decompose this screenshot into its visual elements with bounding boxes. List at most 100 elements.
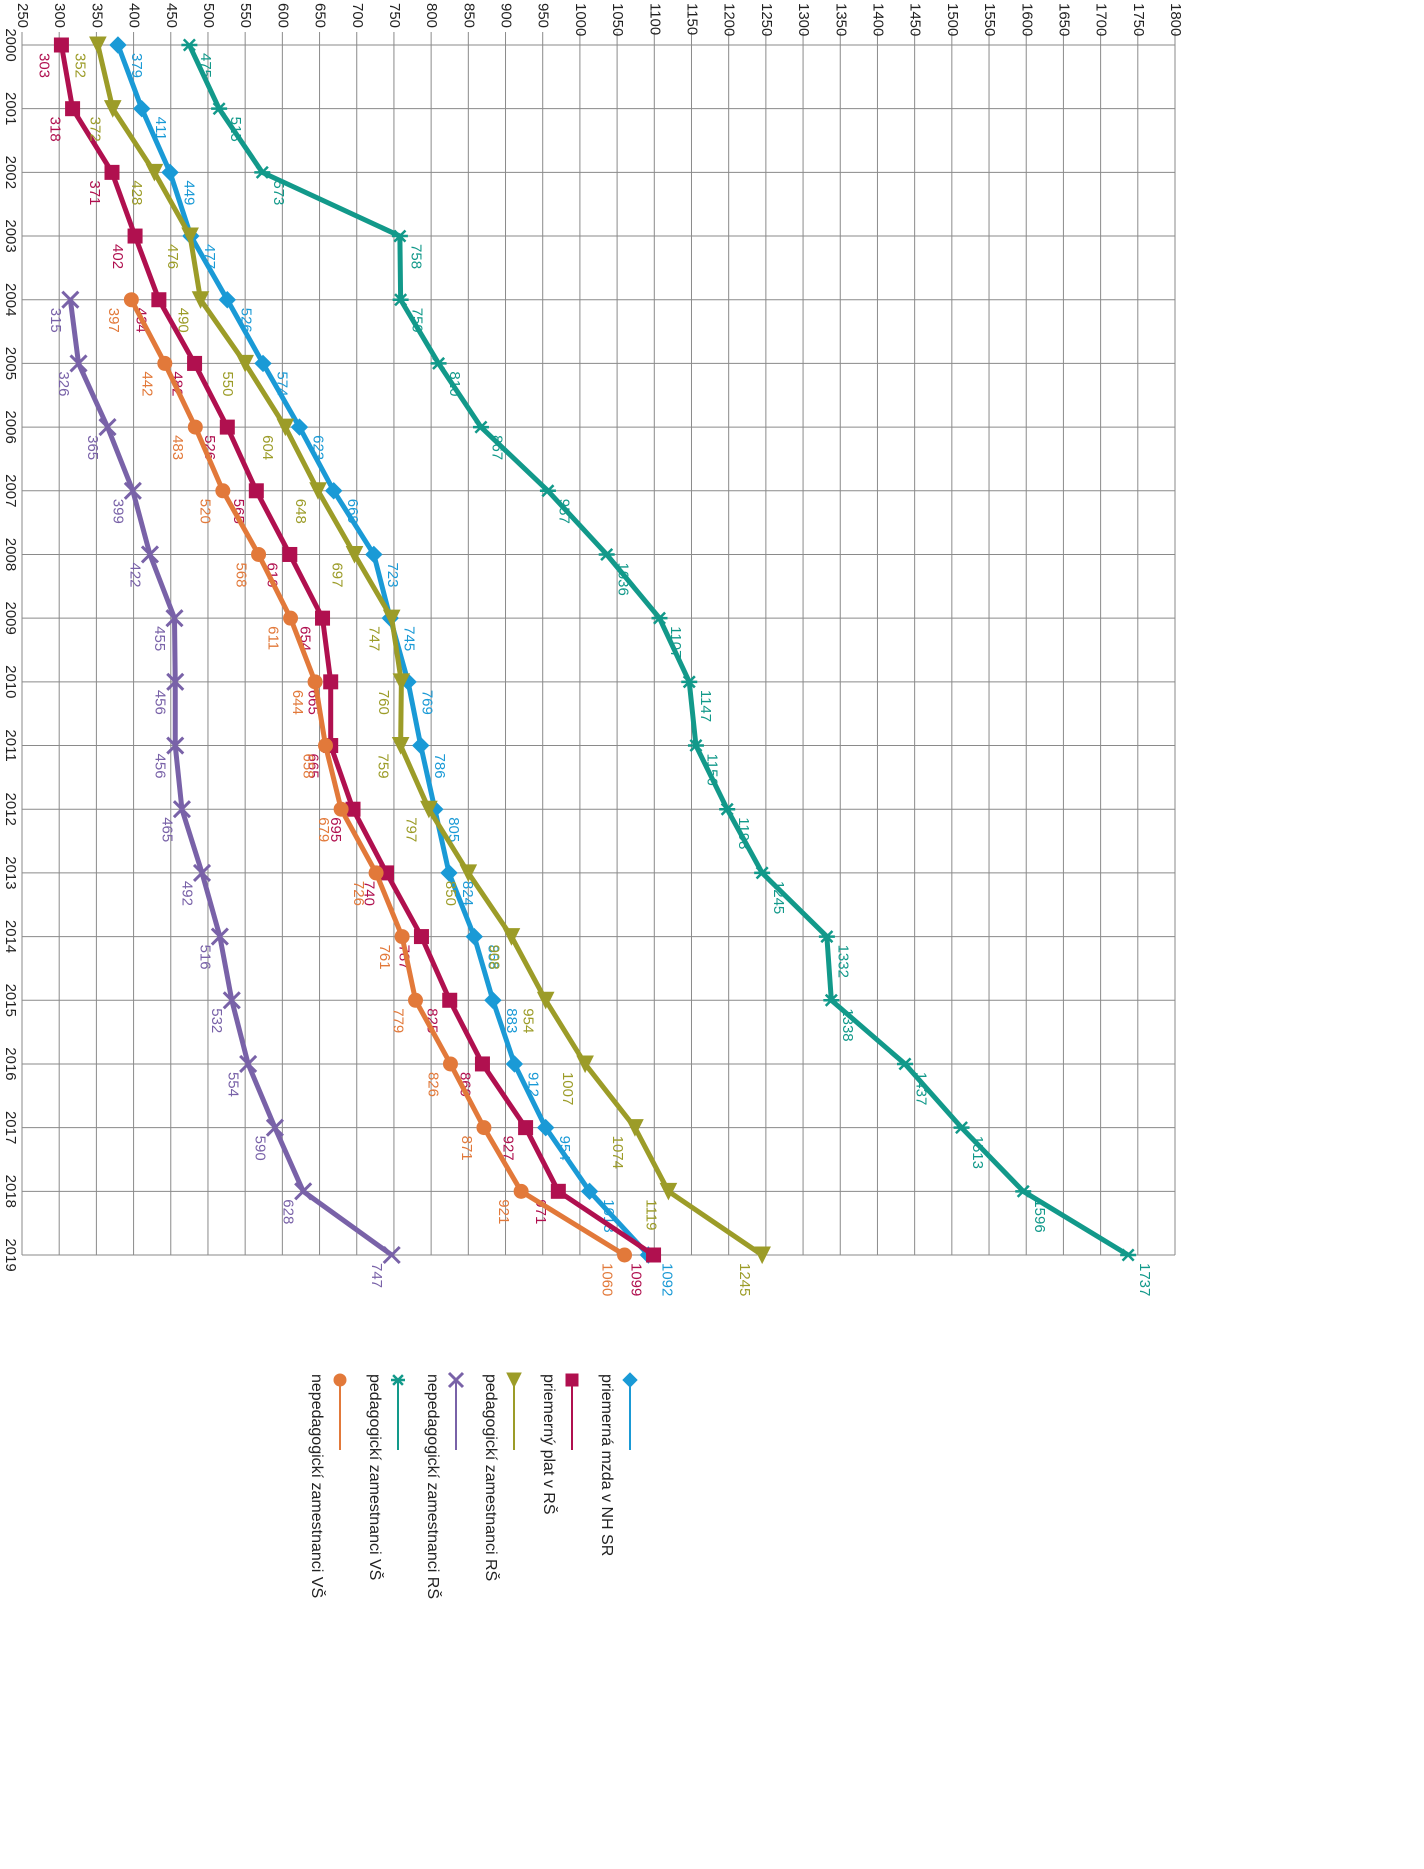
data-label: 740 <box>360 881 377 906</box>
marker <box>896 1057 913 1071</box>
data-label: 456 <box>152 690 169 715</box>
marker <box>98 418 117 437</box>
marker <box>215 483 231 499</box>
marker <box>219 419 235 435</box>
x-tick-label: 1350 <box>832 3 849 36</box>
marker <box>222 991 241 1010</box>
marker <box>294 1182 313 1201</box>
marker <box>659 1182 678 1201</box>
marker <box>251 546 267 562</box>
x-tick-label: 1800 <box>1167 3 1184 36</box>
x-tick-label: 1750 <box>1130 3 1147 36</box>
marker <box>408 992 424 1008</box>
data-label: 912 <box>525 1072 542 1097</box>
data-label: 465 <box>158 817 175 842</box>
marker <box>513 1183 529 1199</box>
marker <box>103 100 122 118</box>
marker <box>145 163 164 182</box>
data-label: 669 <box>344 499 361 524</box>
data-label: 957 <box>556 499 573 524</box>
marker <box>646 1247 662 1263</box>
data-label: 428 <box>128 180 145 205</box>
marker <box>254 354 272 373</box>
marker <box>474 1056 490 1072</box>
data-label: 921 <box>495 1199 512 1224</box>
data-label: 365 <box>84 435 101 460</box>
marker <box>681 675 698 689</box>
data-label: 565 <box>230 499 247 524</box>
data-label: 1437 <box>913 1072 930 1105</box>
marker <box>133 99 151 118</box>
marker <box>382 609 401 628</box>
data-label: 574 <box>273 371 290 396</box>
data-label: 399 <box>109 499 126 524</box>
data-label: 604 <box>259 435 276 460</box>
data-label: 1060 <box>598 1263 615 1296</box>
x-tick-label: 1000 <box>572 3 589 36</box>
marker <box>442 992 458 1008</box>
marker <box>307 674 323 690</box>
data-label: 379 <box>128 53 145 78</box>
data-label: 449 <box>180 180 197 205</box>
data-label: 611 <box>264 626 281 650</box>
data-label: 883 <box>503 1008 520 1033</box>
marker <box>236 354 254 373</box>
data-label: 483 <box>169 435 186 460</box>
data-label: 476 <box>164 244 181 269</box>
data-label: 695 <box>327 817 344 842</box>
x-tick-label: 1250 <box>758 3 775 36</box>
x-tick-label: 1300 <box>795 3 812 36</box>
marker <box>550 1183 566 1199</box>
series-line <box>67 299 394 1258</box>
data-label: 697 <box>328 562 345 587</box>
marker <box>368 865 384 881</box>
data-label: 628 <box>280 1199 297 1224</box>
y-tick-label: 2008 <box>2 538 19 571</box>
marker <box>391 737 410 755</box>
marker <box>127 228 143 244</box>
marker <box>420 800 438 819</box>
marker <box>123 481 142 500</box>
data-label: 805 <box>445 817 462 842</box>
data-label: 526 <box>238 308 255 333</box>
x-tick-label: 550 <box>237 3 254 28</box>
marker <box>239 1054 258 1074</box>
marker <box>187 355 203 371</box>
marker <box>140 545 160 564</box>
data-label: 1596 <box>1031 1199 1048 1232</box>
marker <box>413 929 429 945</box>
x-tick-label: 750 <box>386 3 403 28</box>
data-label: 747 <box>366 626 383 651</box>
y-tick-label: 2010 <box>2 665 19 698</box>
marker <box>161 163 179 182</box>
data-label: 927 <box>499 1136 516 1161</box>
data-label: 1245 <box>736 1263 753 1296</box>
marker <box>192 863 212 882</box>
x-tick-label: 450 <box>163 3 180 28</box>
marker <box>580 1182 599 1201</box>
data-label: 492 <box>178 881 195 906</box>
marker <box>465 927 483 946</box>
series-line <box>129 298 626 1258</box>
marker <box>617 1247 633 1263</box>
marker <box>61 290 80 309</box>
data-label: 1092 <box>659 1263 676 1296</box>
marker <box>65 101 81 117</box>
marker <box>53 37 69 53</box>
marker <box>123 292 139 308</box>
marker <box>472 420 489 434</box>
y-tick-label: 2001 <box>2 92 19 125</box>
x-tick-label: 1650 <box>1055 3 1072 36</box>
data-label: 648 <box>292 499 309 524</box>
marker <box>89 36 107 55</box>
y-tick-label: 2011 <box>2 729 19 761</box>
marker <box>166 672 185 691</box>
marker <box>276 418 295 437</box>
data-label: 858 <box>485 945 502 970</box>
legend-label: priemerný plat v RŠ <box>540 1374 559 1515</box>
data-label: 779 <box>389 1008 406 1033</box>
data-label: 644 <box>289 690 306 715</box>
y-tick-label: 2009 <box>2 601 19 634</box>
data-label: 352 <box>72 53 89 78</box>
